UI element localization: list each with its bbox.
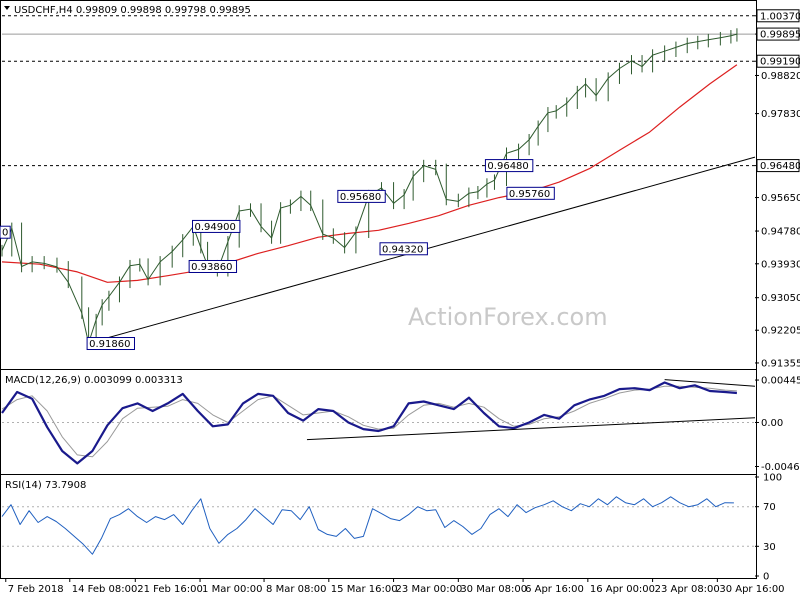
price-annotation: 0 — [0, 225, 11, 239]
price-annotation: 0.95760 — [506, 186, 555, 200]
price-annotation: 0.93860 — [188, 259, 238, 273]
xtick-label: 14 Feb 08:00 — [72, 584, 138, 595]
symbol-header-text: USDCHF,H4 0.99809 0.99898 0.99798 0.9989… — [14, 5, 251, 16]
price-ytick-label: 0.93050 — [761, 293, 800, 304]
price-annotation-label: 0.91860 — [89, 339, 130, 350]
macd-trendline — [306, 417, 756, 441]
macd-ytick-label: -0.004624 — [761, 462, 800, 473]
xtick-label: 8 Mar 08:00 — [266, 584, 326, 595]
price-annotation-box — [86, 337, 135, 351]
price-annotation: 0.94900 — [192, 219, 241, 233]
xtick-label: 30 Apr 16:00 — [719, 584, 784, 595]
price-annotation: 0.94320 — [379, 242, 428, 256]
xtick-label: 15 Mar 16:00 — [331, 584, 398, 595]
price-annotation-label: 0.94900 — [195, 222, 236, 233]
price-ytick-label: 0.97830 — [761, 109, 800, 120]
price-annotation-box — [337, 189, 386, 203]
xtick-label: 7 Feb 2018 — [8, 584, 64, 595]
macd-ytick-label: 0.00 — [761, 418, 783, 429]
xtick-label: 23 Mar 00:00 — [396, 584, 463, 595]
macd-trendline — [664, 379, 756, 387]
price-level-box — [756, 159, 800, 173]
price-annotation-box — [506, 186, 555, 200]
price-ytick-label: 0.98820 — [761, 71, 800, 82]
price-level-box — [756, 9, 800, 23]
xtick-label: 30 Mar 08:00 — [460, 584, 527, 595]
price-level-box — [756, 54, 800, 68]
price-layer — [1, 28, 756, 349]
price-annotation-label: 0.94320 — [382, 244, 423, 255]
price-level-label: 1.00370 — [760, 11, 800, 22]
macd-signal-line — [1, 385, 737, 458]
watermark-text: ActionForex.com — [408, 303, 608, 331]
rsi-ytick-label: 100 — [763, 473, 782, 484]
price-ytick-label: 0.95650 — [761, 193, 800, 204]
price-annotation: 0.96480 — [484, 159, 534, 173]
xtick-label: 21 Feb 16:00 — [137, 584, 203, 595]
price-line — [1, 33, 738, 344]
price-pane-frame — [0, 0, 757, 370]
annotation-layer: 0.91860 0.94900 0.93860 0.95680 0.94320 0.964… — [0, 159, 555, 351]
price-level-label: 0.96480 — [760, 161, 800, 172]
price-ytick-label: 0.92205 — [761, 326, 800, 337]
price-annotation-box — [192, 219, 241, 233]
price-annotation-box — [379, 242, 428, 256]
price-annotation-label: 0.95680 — [340, 192, 381, 203]
rsi-ytick-label: 0 — [763, 572, 769, 583]
price-level-box — [756, 27, 800, 41]
price-ytick-label: 0.93930 — [761, 259, 800, 270]
rsi-pane-frame — [0, 474, 757, 579]
rsi-ytick-label: 70 — [763, 502, 776, 513]
price-annotation-label: 0.95760 — [509, 189, 550, 200]
price-annotation-box — [0, 225, 11, 239]
price-ytick-label: 0.91355 — [761, 358, 800, 369]
macd-layer — [1, 379, 756, 465]
price-annotation-label: 0.96480 — [487, 161, 528, 172]
price-ytick-label: 0.94780 — [761, 227, 800, 238]
rsi-header-text: RSI(14) 73.7908 — [5, 480, 86, 491]
rsi-layer — [1, 496, 734, 555]
macd-header-text: MACD(12,26,9) 0.003099 0.003313 — [5, 375, 183, 386]
price-annotation: 0.95680 — [337, 189, 386, 203]
axis-label-layer: 0.98820 0.97830 0.95650 0.94780 0.93930 0.930… — [5, 9, 800, 595]
chevron-down-icon — [4, 6, 10, 10]
price-bars — [1, 28, 738, 349]
price-annotation-box — [188, 259, 238, 273]
xtick-label: 6 Apr 16:00 — [525, 584, 584, 595]
price-ma-line — [1, 64, 738, 283]
xtick-label: 1 Mar 00:00 — [202, 584, 262, 595]
macd-line — [1, 381, 737, 465]
macd-ytick-label: 0.004454 — [761, 376, 800, 387]
price-level-label: 0.99895 — [760, 30, 800, 41]
grid-layer — [2, 15, 755, 547]
rsi-line — [1, 496, 734, 555]
price-level-label: 0.99190 — [760, 57, 800, 68]
xtick-label: 23 Apr 08:00 — [655, 584, 720, 595]
rsi-ytick-label: 30 — [763, 542, 776, 553]
price-annotation-box — [484, 159, 534, 173]
price-annotation: 0.91860 — [86, 337, 135, 351]
xtick-label: 16 Apr 00:00 — [590, 584, 655, 595]
symbol-header: USDCHF,H4 0.99809 0.99898 0.99798 0.9989… — [4, 5, 251, 16]
price-annotation-label: 0 — [2, 228, 8, 239]
price-annotation-label: 0.93860 — [191, 262, 232, 273]
